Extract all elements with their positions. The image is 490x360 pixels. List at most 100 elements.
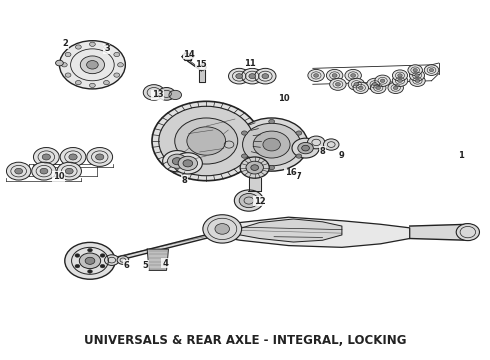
Circle shape (90, 42, 96, 46)
Circle shape (75, 264, 80, 268)
Text: 13: 13 (152, 90, 164, 99)
Circle shape (370, 82, 386, 94)
Circle shape (117, 256, 129, 264)
Text: 7: 7 (295, 172, 301, 181)
Circle shape (57, 162, 81, 180)
Polygon shape (410, 224, 468, 240)
Circle shape (308, 69, 324, 81)
Circle shape (242, 131, 247, 135)
Polygon shape (230, 219, 342, 242)
Text: 2: 2 (63, 39, 69, 48)
Circle shape (242, 68, 263, 84)
Circle shape (114, 53, 120, 57)
Circle shape (240, 157, 269, 178)
Circle shape (33, 148, 59, 166)
Circle shape (305, 138, 324, 152)
Polygon shape (199, 67, 205, 82)
Circle shape (114, 73, 120, 77)
Circle shape (336, 82, 341, 86)
Circle shape (296, 131, 302, 135)
Circle shape (169, 90, 181, 100)
Circle shape (90, 83, 96, 87)
Circle shape (103, 45, 109, 49)
Polygon shape (148, 250, 168, 270)
Text: 12: 12 (254, 197, 266, 206)
Circle shape (298, 143, 313, 154)
Text: 10: 10 (278, 94, 290, 103)
Circle shape (410, 70, 424, 81)
Text: 8: 8 (319, 147, 325, 156)
Circle shape (348, 78, 365, 90)
Circle shape (215, 224, 229, 234)
Circle shape (65, 168, 73, 174)
Circle shape (398, 79, 402, 82)
Circle shape (410, 75, 425, 86)
Circle shape (353, 82, 368, 94)
Circle shape (103, 81, 109, 85)
Circle shape (380, 79, 385, 82)
Circle shape (269, 120, 274, 123)
Circle shape (269, 166, 274, 170)
Circle shape (354, 82, 359, 86)
Circle shape (69, 154, 77, 160)
Circle shape (332, 74, 337, 77)
Circle shape (330, 78, 346, 90)
Circle shape (203, 215, 242, 243)
Text: UNIVERSALS & REAR AXLE - INTEGRAL, LOCKING: UNIVERSALS & REAR AXLE - INTEGRAL, LOCKI… (84, 334, 406, 347)
Text: 6: 6 (123, 261, 129, 270)
Circle shape (85, 257, 95, 264)
Circle shape (255, 68, 276, 84)
Circle shape (88, 270, 93, 273)
Circle shape (80, 56, 104, 74)
Circle shape (236, 74, 243, 78)
Circle shape (178, 156, 197, 170)
Circle shape (183, 160, 193, 167)
Circle shape (424, 65, 439, 76)
Circle shape (79, 253, 100, 269)
Circle shape (415, 79, 420, 82)
Circle shape (42, 154, 50, 160)
Circle shape (262, 74, 269, 78)
Circle shape (234, 190, 264, 211)
Circle shape (263, 138, 280, 151)
Text: 8: 8 (182, 176, 187, 185)
Circle shape (242, 154, 247, 158)
Circle shape (172, 158, 182, 165)
Text: 15: 15 (196, 60, 207, 69)
Circle shape (292, 138, 319, 158)
Circle shape (345, 69, 362, 81)
Circle shape (96, 154, 104, 160)
Text: 9: 9 (339, 151, 345, 160)
Circle shape (408, 65, 422, 76)
Circle shape (235, 118, 308, 171)
Circle shape (65, 242, 115, 279)
Circle shape (175, 118, 238, 164)
Circle shape (296, 154, 302, 158)
Circle shape (239, 193, 259, 208)
Circle shape (198, 64, 206, 70)
Circle shape (392, 75, 408, 86)
Circle shape (388, 82, 403, 94)
Polygon shape (249, 178, 261, 191)
Circle shape (253, 131, 290, 158)
Circle shape (59, 41, 125, 89)
Circle shape (173, 153, 202, 174)
Polygon shape (112, 234, 211, 261)
Circle shape (143, 85, 165, 100)
Circle shape (65, 73, 71, 77)
Circle shape (246, 161, 264, 174)
Circle shape (168, 154, 187, 168)
Text: 3: 3 (104, 44, 110, 53)
Circle shape (376, 86, 381, 90)
Circle shape (456, 224, 480, 240)
Circle shape (104, 255, 119, 265)
Text: 5: 5 (143, 261, 148, 270)
Circle shape (367, 78, 383, 90)
Circle shape (100, 264, 105, 268)
Polygon shape (211, 217, 410, 247)
Circle shape (351, 74, 356, 77)
Circle shape (118, 63, 123, 67)
Circle shape (32, 162, 56, 180)
Circle shape (75, 254, 80, 257)
Circle shape (163, 150, 192, 172)
